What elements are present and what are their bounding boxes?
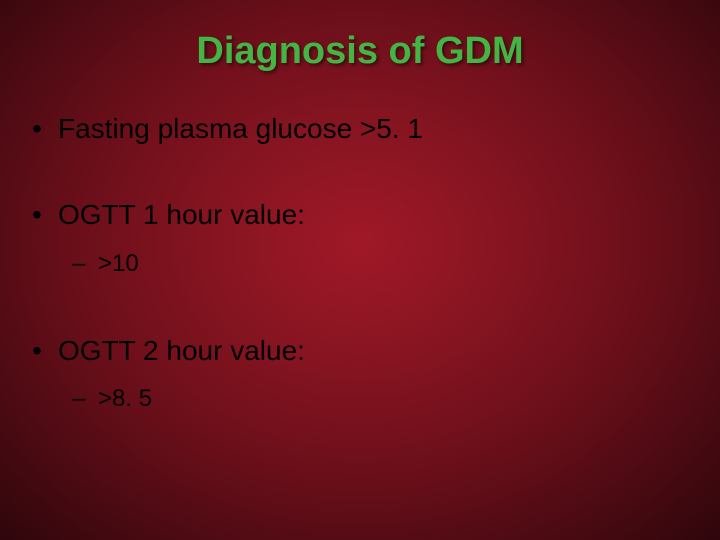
bullet-text: OGTT 1 hour value: [58,199,305,230]
bullet-text: OGTT 2 hour value: [58,335,305,366]
sub-bullet-text: >10 [98,250,139,277]
slide-container: Diagnosis of GDM Fasting plasma glucose … [0,0,720,540]
bullet-list: Fasting plasma glucose >5. 1 OGTT 1 hour… [30,111,690,415]
slide-title: Diagnosis of GDM [30,30,690,73]
bullet-text: Fasting plasma glucose >5. 1 [58,113,423,144]
bullet-group: OGTT 2 hour value: >8. 5 [30,333,690,415]
bullet-item: Fasting plasma glucose >5. 1 [30,111,690,147]
sub-bullet-item: >8. 5 [30,383,690,414]
sub-bullet-item: >10 [30,248,690,279]
bullet-item: OGTT 1 hour value: [30,197,690,233]
bullet-item: OGTT 2 hour value: [30,333,690,369]
sub-bullet-text: >8. 5 [98,385,152,412]
bullet-group: OGTT 1 hour value: >10 [30,197,690,279]
